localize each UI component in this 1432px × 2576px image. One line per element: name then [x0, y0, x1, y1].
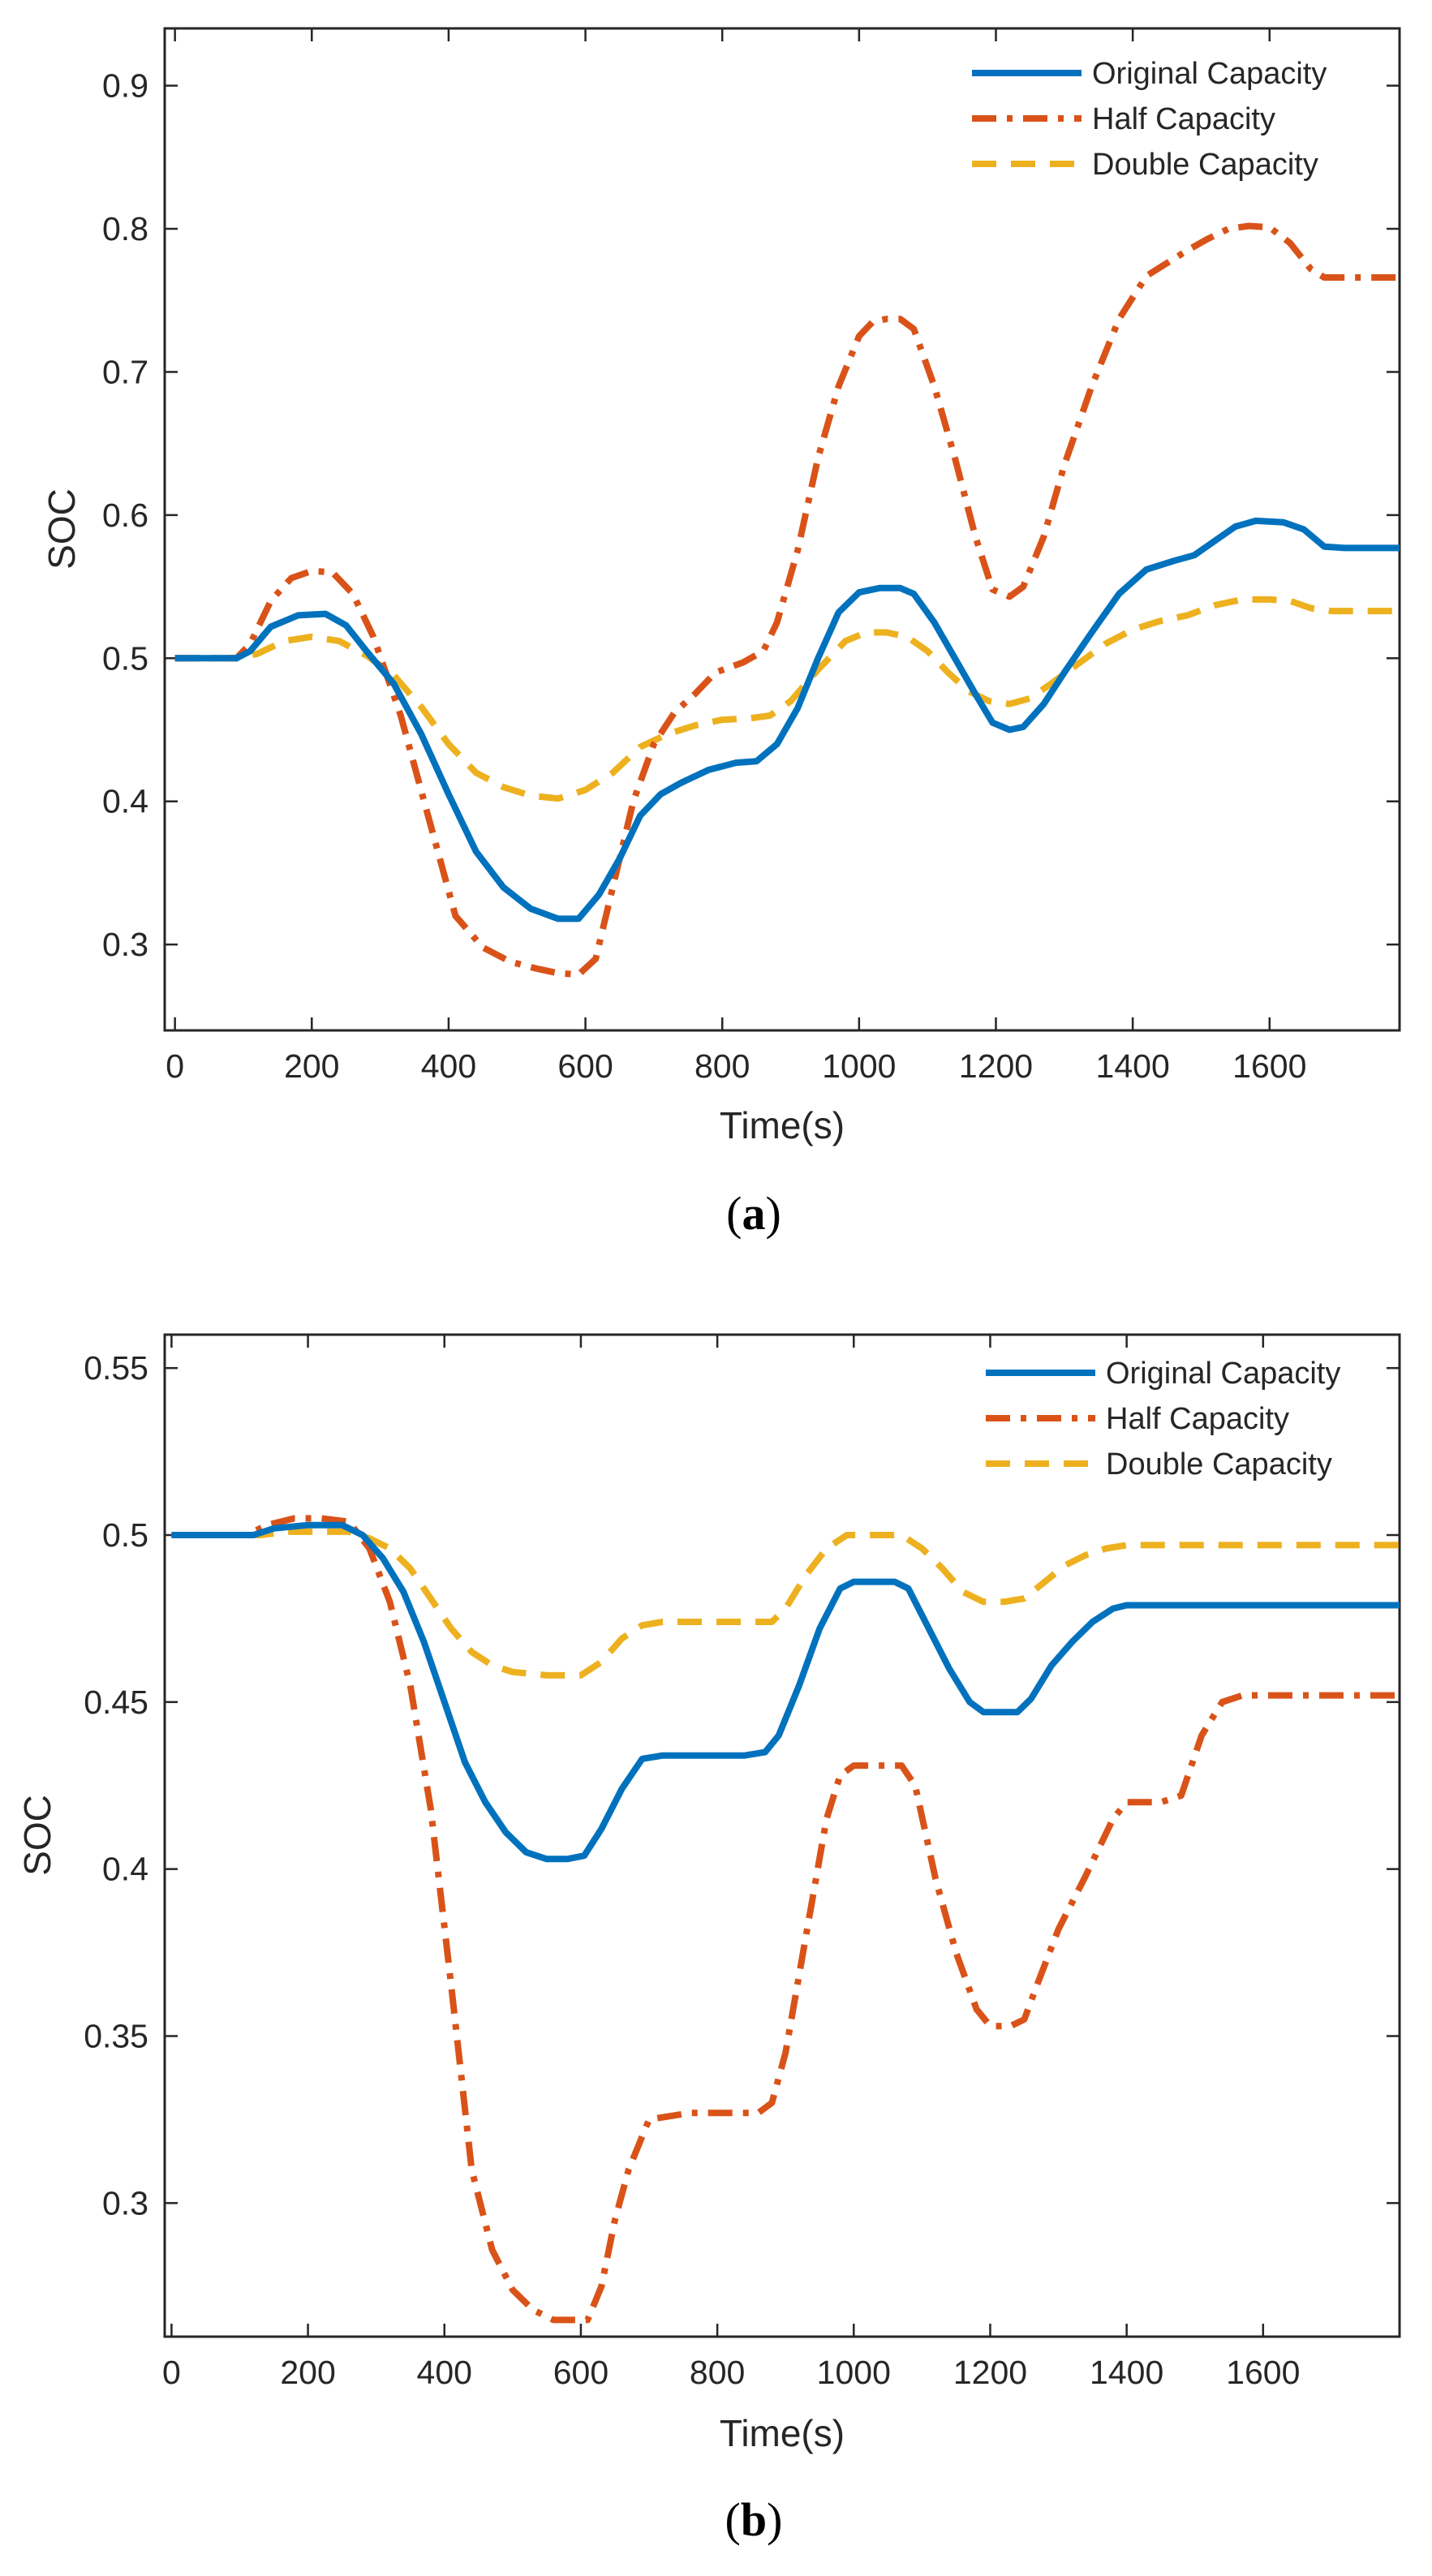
x-tick-label-b: 1000	[817, 2354, 891, 2391]
series-line-original-capacity	[171, 1521, 1400, 1863]
legend-label-half-capacity: Half Capacity	[1092, 102, 1275, 136]
panel-label-a: (a)	[726, 1187, 781, 1240]
panel-label-b: (b)	[725, 2493, 783, 2546]
x-ticks-b: 0 200 400 600 800 1000 1200 1400 1600	[162, 1335, 1300, 2391]
y-tick-label-a: 0.7	[102, 353, 148, 390]
y-tick-label-a: 0.4	[102, 783, 148, 820]
y-tick-label-a: 0.6	[102, 497, 148, 534]
y-tick-label-a: 0.9	[102, 67, 148, 105]
legend-label-double-capacity: Double Capacity	[1106, 1447, 1332, 1482]
y-tick-label-b: 0.55	[84, 1349, 148, 1387]
x-tick-label-b: 600	[553, 2354, 608, 2391]
series-lines-b	[171, 1515, 1400, 2324]
y-tick-label-b: 0.5	[102, 1516, 148, 1554]
y-tick-label-b: 0.3	[102, 2184, 148, 2221]
series-line-double-capacity	[171, 1528, 1400, 1679]
panel-letter-a: a	[742, 1187, 766, 1240]
y-tick-label-b: 0.45	[84, 1684, 148, 1721]
panel-letter-b: b	[741, 2493, 767, 2546]
x-tick-label-a: 400	[421, 1047, 476, 1085]
legend-label-half-capacity: Half Capacity	[1106, 1402, 1289, 1436]
x-tick-label-a: 800	[694, 1047, 750, 1085]
x-tick-label-b: 0	[162, 2354, 181, 2391]
y-tick-label-a: 0.3	[102, 926, 148, 963]
x-tick-label-a: 200	[284, 1047, 339, 1085]
plot-area-b	[163, 1333, 1401, 2338]
y-tick-label-a: 0.8	[102, 210, 148, 247]
series-line-original-capacity	[174, 517, 1400, 922]
x-axis-label-b: Time(s)	[720, 2412, 845, 2454]
plot-area-a	[163, 27, 1401, 1032]
x-tick-label-a: 1400	[1096, 1047, 1170, 1085]
x-tick-label-b: 800	[690, 2354, 745, 2391]
x-axis-label-a: Time(s)	[720, 1104, 845, 1146]
series-line-half-capacity	[171, 1515, 1400, 2324]
x-tick-label-b: 400	[417, 2354, 472, 2391]
legend-b: Original Capacity Half Capacity Double Cap…	[986, 1357, 1340, 1482]
x-ticks-a: 0 200 400 600 800 1000 1200 1400 1600	[166, 28, 1306, 1085]
legend-label-original-capacity: Original Capacity	[1106, 1357, 1340, 1391]
legend-label-double-capacity: Double Capacity	[1092, 148, 1318, 182]
legend-label-original-capacity: Original Capacity	[1092, 57, 1327, 91]
x-tick-label-a: 1000	[822, 1047, 896, 1085]
x-tick-label-a: 1600	[1232, 1047, 1306, 1085]
x-tick-label-a: 0	[166, 1047, 184, 1085]
series-lines-a	[174, 222, 1400, 978]
y-tick-label-b: 0.4	[102, 1851, 148, 1888]
x-tick-label-b: 200	[280, 2354, 335, 2391]
y-tick-label-b: 0.35	[84, 2018, 148, 2055]
y-axis-label-a: SOC	[41, 488, 83, 570]
series-line-half-capacity	[174, 222, 1400, 978]
x-tick-label-a: 600	[557, 1047, 613, 1085]
x-tick-label-b: 1400	[1090, 2354, 1163, 2391]
y-axis-label-b: SOC	[16, 1795, 58, 1876]
chart-panel-b: 0.3 0.35 0.4 0.45 0.5 0.55 0 200 400 600 800 1000 1…	[16, 1333, 1401, 2546]
x-tick-label-b: 1200	[953, 2354, 1027, 2391]
y-tick-label-a: 0.5	[102, 639, 148, 677]
series-line-double-capacity	[174, 596, 1400, 802]
y-ticks-a: 0.3 0.4 0.5 0.6 0.7 0.8 0.9	[102, 67, 1400, 963]
legend-a: Original Capacity Half Capacity Double Cap…	[972, 57, 1327, 182]
x-tick-label-a: 1200	[959, 1047, 1033, 1085]
y-ticks-b: 0.3 0.35 0.4 0.45 0.5 0.55	[84, 1349, 1400, 2221]
chart-panel-a: 0.3 0.4 0.5 0.6 0.7 0.8 0.9 0 200 400 600 800 1000 1…	[41, 27, 1401, 1240]
x-tick-label-b: 1600	[1226, 2354, 1300, 2391]
